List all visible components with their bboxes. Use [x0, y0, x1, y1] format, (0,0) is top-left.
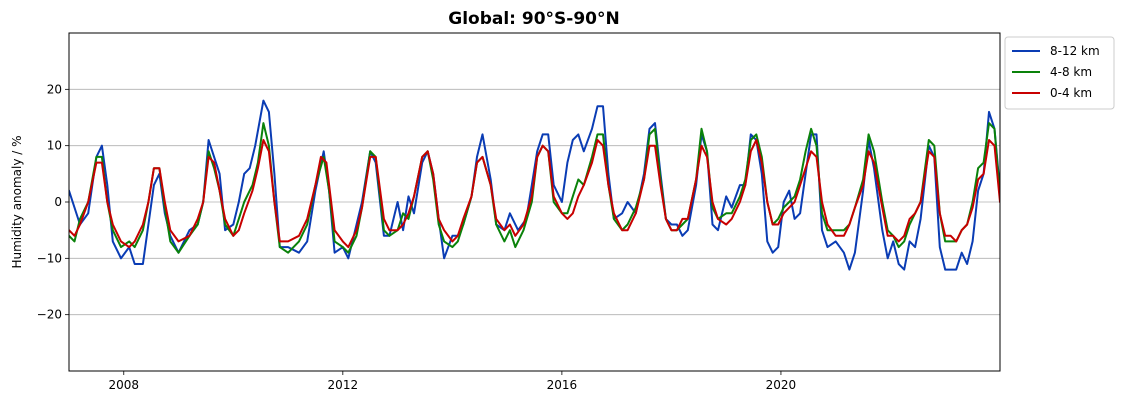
plot-area [69, 99, 1000, 271]
series-line-1 [69, 99, 1000, 271]
legend-box [1004, 36, 1115, 110]
y-tick-label: 10 [47, 139, 62, 153]
ticks: −20 −10 0 10 20 2008 2012 2016 2020 [37, 82, 797, 392]
x-tick-label: 2008 [108, 378, 139, 392]
legend-label: 4-8 km [1050, 65, 1092, 79]
grid [69, 88, 1000, 316]
series-line-2 [69, 122, 1000, 254]
y-tick-label: 20 [47, 82, 62, 96]
y-tick-label: 0 [54, 195, 62, 209]
chart-title: Global: 90°S-90°N [448, 9, 620, 29]
x-tick-label: 2020 [766, 378, 797, 392]
legend-items: 8-12 km 4-8 km 0-4 km [1012, 44, 1100, 100]
legend: 8-12 km 4-8 km 0-4 km [1004, 36, 1115, 110]
x-tick-label: 2016 [547, 378, 578, 392]
series-layer [69, 99, 1000, 271]
series-line-3 [69, 139, 1000, 249]
y-tick-label: −20 [37, 308, 62, 322]
legend-label: 0-4 km [1050, 86, 1092, 100]
x-tick-label: 2012 [328, 378, 359, 392]
y-tick-label: −10 [37, 251, 62, 265]
legend-label: 8-12 km [1050, 44, 1100, 58]
y-axis-title: Humidity anomaly / % [10, 135, 24, 268]
